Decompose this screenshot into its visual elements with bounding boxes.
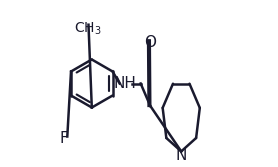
Text: NH: NH [113,76,136,91]
Text: O: O [144,35,156,50]
Text: CH$_3$: CH$_3$ [74,21,101,37]
Text: N: N [175,148,187,163]
Text: F: F [59,131,68,146]
